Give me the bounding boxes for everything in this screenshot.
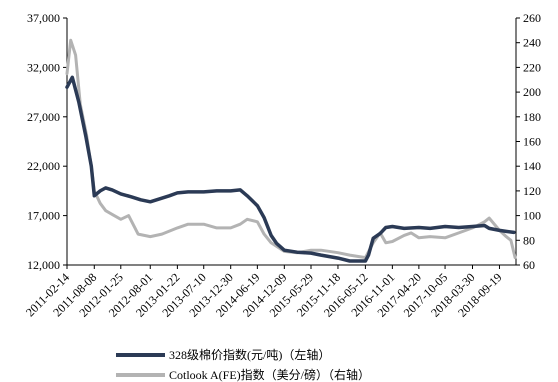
left-tick-label: 37,000 xyxy=(27,11,60,25)
left-axis-ticks: 12,000 17,000 22,000 27,000 32,000 37,000 xyxy=(27,11,67,272)
right-axis-ticks: 60 80 100 120 140 160 180 200 220 240 260 xyxy=(516,11,541,272)
left-tick-label: 12,000 xyxy=(27,258,60,272)
left-tick-label: 22,000 xyxy=(27,159,60,173)
series-line-328-cotton-index xyxy=(65,75,516,263)
legend-label-1: 328级棉价指数(元/吨)（左轴） xyxy=(169,347,330,362)
right-tick-label: 60 xyxy=(523,258,535,272)
right-tick-label: 240 xyxy=(523,36,541,50)
series-layer xyxy=(65,38,517,263)
right-tick-label: 120 xyxy=(523,184,541,198)
x-axis-ticks: 2011-02-142011-08-082012-01-252012-08-01… xyxy=(23,265,505,320)
legend-label-2: Cotlook A(FE)指数（美分/磅）（右轴） xyxy=(169,367,370,382)
legend-item-2: Cotlook A(FE)指数（美分/磅）（右轴） xyxy=(116,367,370,382)
left-tick-label: 17,000 xyxy=(27,209,60,223)
right-tick-label: 200 xyxy=(523,85,541,99)
right-tick-label: 180 xyxy=(523,110,541,124)
left-tick-label: 27,000 xyxy=(27,110,60,124)
right-tick-label: 100 xyxy=(523,209,541,223)
right-tick-label: 220 xyxy=(523,60,541,74)
right-tick-label: 260 xyxy=(523,11,541,25)
right-tick-label: 80 xyxy=(523,233,535,247)
left-tick-label: 32,000 xyxy=(27,60,60,74)
right-tick-label: 160 xyxy=(523,135,541,149)
legend-item-1: 328级棉价指数(元/吨)（左轴） xyxy=(116,347,330,362)
series-line-cotlook-a-index xyxy=(65,38,517,260)
right-tick-label: 140 xyxy=(523,159,541,173)
legend: 328级棉价指数(元/吨)（左轴） Cotlook A(FE)指数（美分/磅）（… xyxy=(116,347,370,382)
